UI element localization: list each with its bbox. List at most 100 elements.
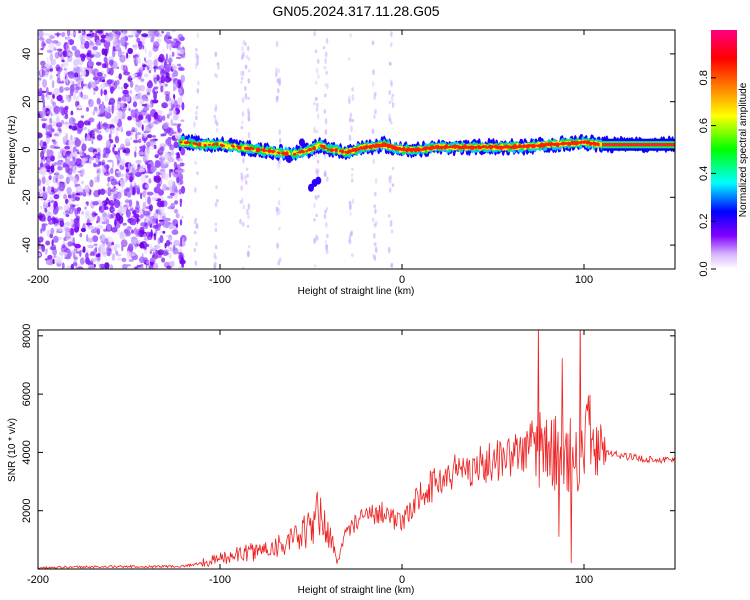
spectrogram-noise-blob — [46, 94, 50, 100]
spectrogram-noise-blob — [152, 218, 156, 221]
spectrogram-noise-blob — [179, 219, 183, 226]
spectrogram-noise-blob — [51, 80, 55, 89]
spectrogram-noise-blob — [113, 243, 121, 249]
spectrogram-streak-blob — [215, 127, 219, 133]
spectrogram-streak-blob — [276, 78, 279, 84]
spectrogram-streak-blob — [351, 167, 354, 171]
spectrogram-streak-blob — [194, 187, 197, 193]
spectrogram-noise-blob — [124, 41, 128, 50]
spectrogram-noise-blob — [73, 67, 80, 72]
spectrogram-streak-blob — [391, 166, 395, 171]
spectrogram-noise-blob — [80, 168, 85, 176]
spectrogram-streak-blob — [390, 94, 394, 102]
spectrogram-noise-blob — [54, 172, 61, 178]
spectrogram-noise-blob — [89, 179, 94, 188]
spectrogram-streak-blob — [373, 114, 376, 119]
spectrogram-noise-blob — [61, 59, 65, 63]
spectrogram-noise-blob — [168, 35, 172, 40]
spectrogram-noise-blob — [105, 36, 112, 42]
spectrogram-noise-blob — [142, 64, 148, 68]
colorbar-tick-label: 0.0 — [698, 261, 710, 276]
spectrogram-noise-blob — [47, 185, 52, 194]
spectrogram-noise-blob — [83, 67, 87, 70]
spectrogram-noise-blob — [116, 110, 123, 118]
spectrogram-streak-blob — [241, 174, 244, 180]
spectrogram-noise-blob — [41, 190, 49, 200]
spectrogram-streak-blob — [214, 244, 218, 250]
spectrogram-noise-blob — [139, 256, 143, 264]
spectrogram-noise-blob — [81, 157, 89, 162]
spectrogram-noise-blob — [48, 42, 55, 51]
spectrogram-noise-blob — [85, 213, 90, 220]
spectrogram-noise-blob — [113, 199, 121, 209]
spectrogram-streak-blob — [388, 187, 392, 193]
spectrogram-streak-blob — [241, 266, 245, 269]
spectrogram-noise-blob — [42, 99, 46, 108]
spectrogram-noise-blob — [124, 138, 130, 145]
spectrogram-noise-blob — [63, 193, 68, 200]
spectrogram-ridge-cell — [207, 143, 211, 146]
spectrogram-streak-blob — [324, 51, 328, 58]
spectrogram-noise-blob — [38, 30, 44, 39]
spectrogram-noise-blob — [162, 115, 166, 121]
spectrogram-noise-blob — [145, 124, 152, 131]
spectrogram-noise-blob — [163, 252, 170, 255]
spectrogram-noise-blob — [98, 168, 101, 174]
spectrogram-noise-blob — [157, 237, 161, 244]
spectrogram-noise-blob — [87, 50, 92, 54]
spectrogram-noise-blob — [70, 263, 74, 269]
spectrogram-noise-blob — [101, 79, 105, 83]
spectrogram-noise-blob — [155, 160, 161, 168]
spectrogram-noise-blob — [117, 85, 121, 90]
spectrogram-noise-blob — [136, 30, 142, 34]
spectrogram-noise-blob — [116, 229, 121, 235]
spectrogram-streak-blob — [278, 137, 282, 144]
spectrogram-noise-blob — [170, 260, 175, 268]
spectrogram-streak-blob — [215, 185, 218, 190]
spectrogram-streak-blob — [213, 252, 216, 260]
spectrogram-streak-blob — [315, 234, 318, 242]
spectrogram-noise-blob — [134, 243, 137, 249]
spectrogram-streak-blob — [373, 204, 377, 208]
spectrogram-noise-blob — [90, 81, 97, 89]
spectrogram-streak-blob — [390, 79, 393, 85]
spectrogram-noise-blob — [156, 38, 162, 43]
spectrogram-streak-blob — [374, 91, 377, 97]
spectrogram-noise-blob — [50, 155, 55, 162]
spectrogram-noise-blob — [138, 151, 145, 156]
spectrogram-noise-blob — [87, 237, 94, 243]
spectrogram-noise-blob — [147, 115, 152, 123]
spectrogram-streak-blob — [213, 114, 216, 120]
spectrogram-noise-blob — [106, 182, 110, 187]
spectrogram-noise-blob — [111, 241, 115, 246]
spectrogram-ridge-cell — [203, 143, 207, 147]
spectrogram-noise-blob — [171, 97, 175, 105]
spectrogram-noise-blob — [74, 207, 77, 215]
spectrogram-streak-blob — [277, 200, 281, 206]
spectrogram-streak-blob — [324, 170, 327, 178]
x-tick-label: 0 — [399, 274, 405, 286]
spectrogram-streak-blob — [275, 72, 278, 78]
spectrogram-noise-blob — [123, 65, 126, 69]
spectrogram-ridge-cell — [293, 152, 297, 156]
spectrogram-noise-blob — [147, 220, 151, 227]
spectrogram-noise-blob — [125, 209, 131, 218]
spectrogram-noise-blob — [66, 100, 72, 103]
spectrogram-noise-blob — [156, 110, 163, 115]
spectrogram-noise-blob — [41, 223, 46, 232]
spectrogram-noise-blob — [116, 257, 123, 261]
spectrogram-streak-blob — [373, 254, 377, 261]
spectrogram-noise-blob — [51, 188, 58, 193]
spectrogram-streak-blob — [195, 222, 199, 229]
spectrogram-streak-blob — [278, 80, 281, 87]
spectrogram-noise-blob — [181, 215, 184, 219]
spectrogram-ridge-cell — [277, 152, 281, 155]
spectrogram-noise-blob — [76, 164, 83, 168]
snr-y-label: SNR (10 * v/v) — [7, 418, 18, 482]
spectrogram-noise-blob — [66, 30, 71, 37]
spectrogram-noise-blob — [72, 31, 76, 35]
spectrogram-streak-blob — [246, 224, 250, 228]
spectrogram-noise-blob — [68, 197, 74, 201]
spectrogram-noise-blob — [152, 224, 159, 229]
spectrogram-streak-blob — [241, 111, 245, 117]
